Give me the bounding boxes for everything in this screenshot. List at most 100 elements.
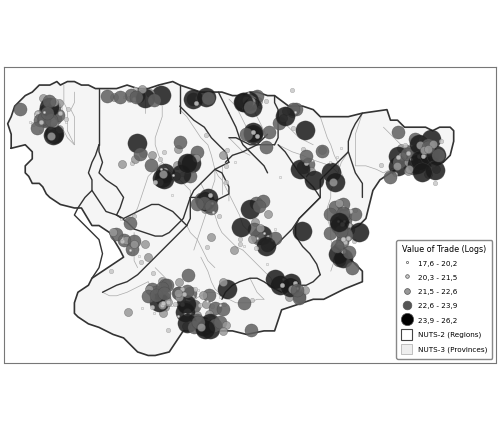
Point [201, 195, 209, 202]
Point [237, 98, 245, 104]
Point [287, 109, 295, 116]
Point [144, 253, 152, 260]
Point [394, 163, 402, 170]
Point [156, 92, 164, 98]
Point [253, 235, 261, 242]
Point [40, 115, 48, 122]
Point [249, 129, 257, 136]
Point [254, 132, 262, 139]
Point [292, 279, 300, 286]
Point [414, 145, 422, 152]
Point [207, 316, 215, 322]
Point [236, 224, 244, 231]
Point [253, 92, 261, 99]
Point [432, 165, 440, 172]
Point [158, 278, 166, 285]
Point [301, 126, 309, 133]
Point [264, 241, 272, 248]
Point [299, 163, 307, 170]
Point [182, 301, 190, 307]
Point [424, 146, 432, 153]
Point [341, 211, 349, 218]
Point [186, 172, 194, 179]
Point [410, 163, 418, 169]
Point [130, 95, 138, 102]
Point [253, 232, 261, 239]
Point [418, 169, 426, 176]
Point [194, 91, 202, 98]
Point [133, 140, 141, 147]
Point [180, 291, 188, 298]
Point [339, 209, 347, 216]
Point [126, 95, 134, 101]
Point [151, 178, 159, 185]
Point [176, 138, 184, 145]
Point [336, 231, 344, 238]
Point [290, 125, 298, 132]
Point [201, 197, 209, 204]
Point [300, 286, 308, 293]
Point [174, 289, 182, 296]
Point [337, 227, 345, 234]
Point [430, 157, 438, 163]
Point [138, 86, 146, 93]
Point [216, 294, 224, 301]
Point [223, 147, 231, 154]
Point [48, 132, 56, 139]
Point [130, 237, 138, 244]
Point [146, 286, 154, 292]
Point [46, 124, 54, 131]
Point [344, 234, 352, 241]
Point [222, 286, 230, 293]
Point [248, 297, 256, 304]
Point [116, 94, 124, 101]
Point [124, 96, 132, 103]
Point [103, 92, 111, 99]
Point [332, 153, 340, 160]
Point [26, 119, 34, 126]
Point [250, 128, 258, 135]
Point [240, 299, 248, 306]
Point [238, 98, 246, 105]
Point [296, 166, 304, 172]
Point [160, 176, 168, 183]
Point [407, 155, 415, 162]
Point [404, 167, 412, 174]
Point [404, 168, 412, 175]
Point [394, 160, 402, 166]
Point [244, 97, 252, 104]
Point [326, 159, 334, 166]
Point [108, 230, 116, 237]
Point [340, 248, 347, 255]
Point [244, 89, 252, 96]
Point [160, 295, 168, 301]
Point [377, 162, 385, 169]
Point [428, 140, 436, 147]
Point [199, 292, 207, 298]
Point [286, 283, 294, 290]
Point [404, 159, 412, 166]
Point [292, 106, 300, 113]
Point [202, 93, 210, 100]
Point [348, 264, 356, 271]
Point [206, 202, 214, 209]
Point [122, 236, 130, 243]
Point [39, 116, 47, 123]
Point [45, 103, 53, 110]
Point [420, 163, 428, 170]
Point [288, 110, 296, 117]
Point [174, 289, 182, 296]
Point [141, 95, 149, 101]
Point [188, 294, 196, 301]
Point [218, 151, 226, 158]
Point [236, 241, 244, 248]
Legend: 17,6 - 20,2, 20,3 - 21,5, 21,5 - 22,6, 22,6 - 23,9, 23,9 - 26,2, NUTS-2 (Regions: 17,6 - 20,2, 20,3 - 21,5, 21,5 - 22,6, 2… [396, 240, 492, 359]
Point [132, 89, 140, 96]
Point [40, 103, 48, 110]
Point [219, 278, 227, 285]
Point [294, 286, 302, 293]
Point [239, 104, 247, 111]
Point [163, 282, 171, 289]
Point [193, 319, 201, 326]
Point [394, 163, 402, 169]
